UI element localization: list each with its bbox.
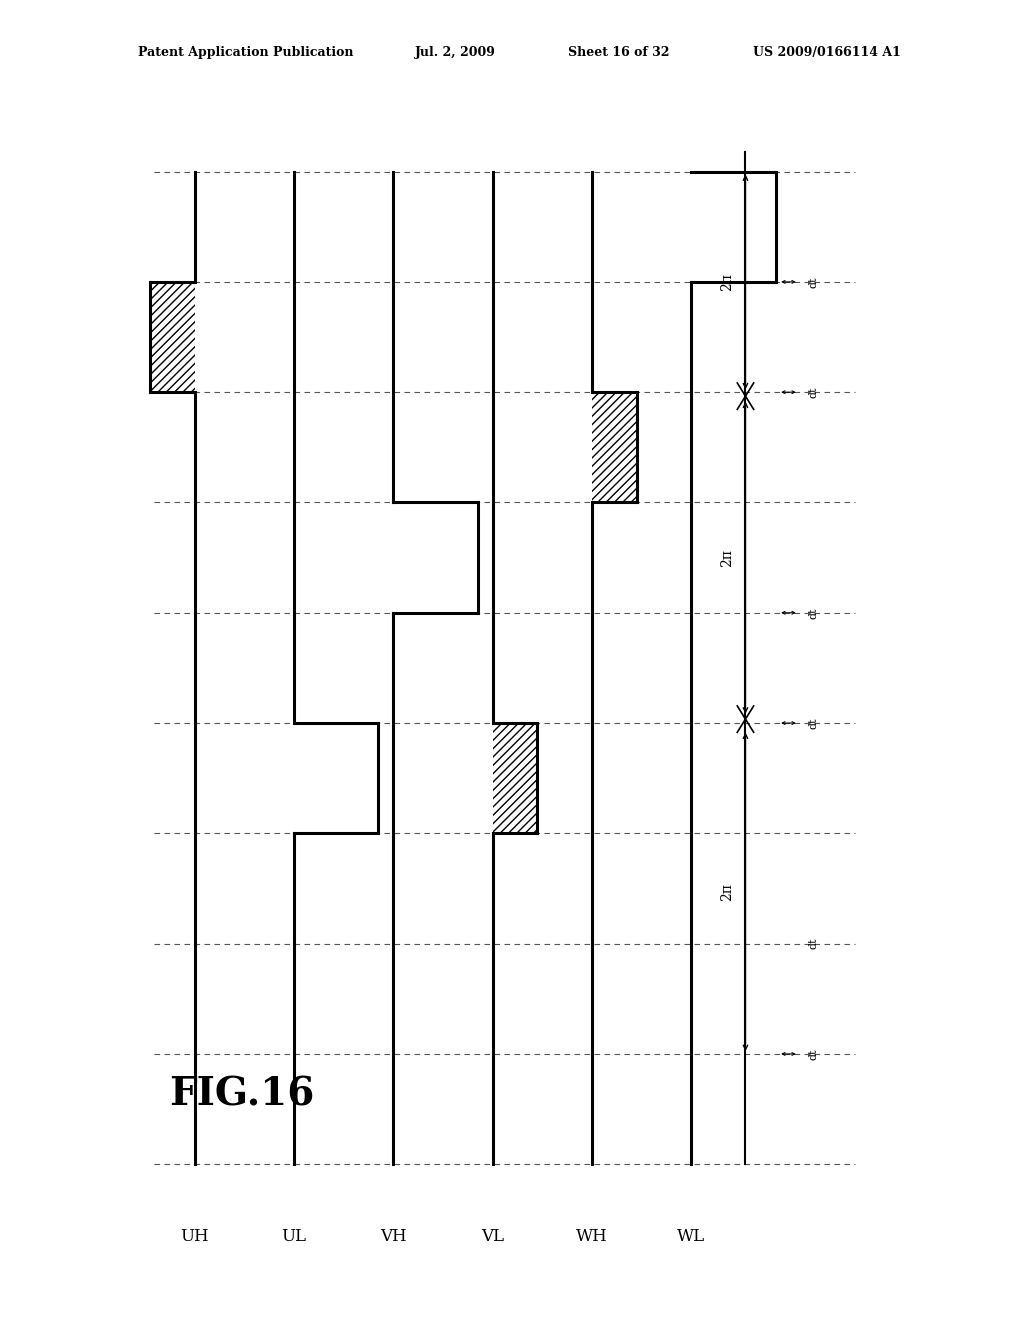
Text: dt: dt <box>809 607 819 619</box>
Text: 2π: 2π <box>720 273 734 290</box>
Bar <box>150 282 195 392</box>
Text: Jul. 2, 2009: Jul. 2, 2009 <box>415 46 496 59</box>
Text: UH: UH <box>180 1228 209 1245</box>
Text: FIG.16: FIG.16 <box>169 1076 314 1114</box>
Text: dt: dt <box>809 717 819 729</box>
Text: VH: VH <box>380 1228 407 1245</box>
Bar <box>493 723 538 833</box>
Text: dt: dt <box>809 1048 819 1060</box>
Text: Sheet 16 of 32: Sheet 16 of 32 <box>568 46 670 59</box>
Text: VL: VL <box>481 1228 504 1245</box>
Text: dt: dt <box>809 276 819 288</box>
Bar <box>592 392 637 503</box>
Text: 2π: 2π <box>720 883 734 900</box>
Text: dt: dt <box>809 939 819 949</box>
Text: dt: dt <box>809 387 819 397</box>
Text: WL: WL <box>677 1228 706 1245</box>
Text: Patent Application Publication: Patent Application Publication <box>138 46 353 59</box>
Text: US 2009/0166114 A1: US 2009/0166114 A1 <box>753 46 900 59</box>
Text: WH: WH <box>575 1228 608 1245</box>
Text: UL: UL <box>282 1228 306 1245</box>
Text: 2π: 2π <box>720 549 734 566</box>
